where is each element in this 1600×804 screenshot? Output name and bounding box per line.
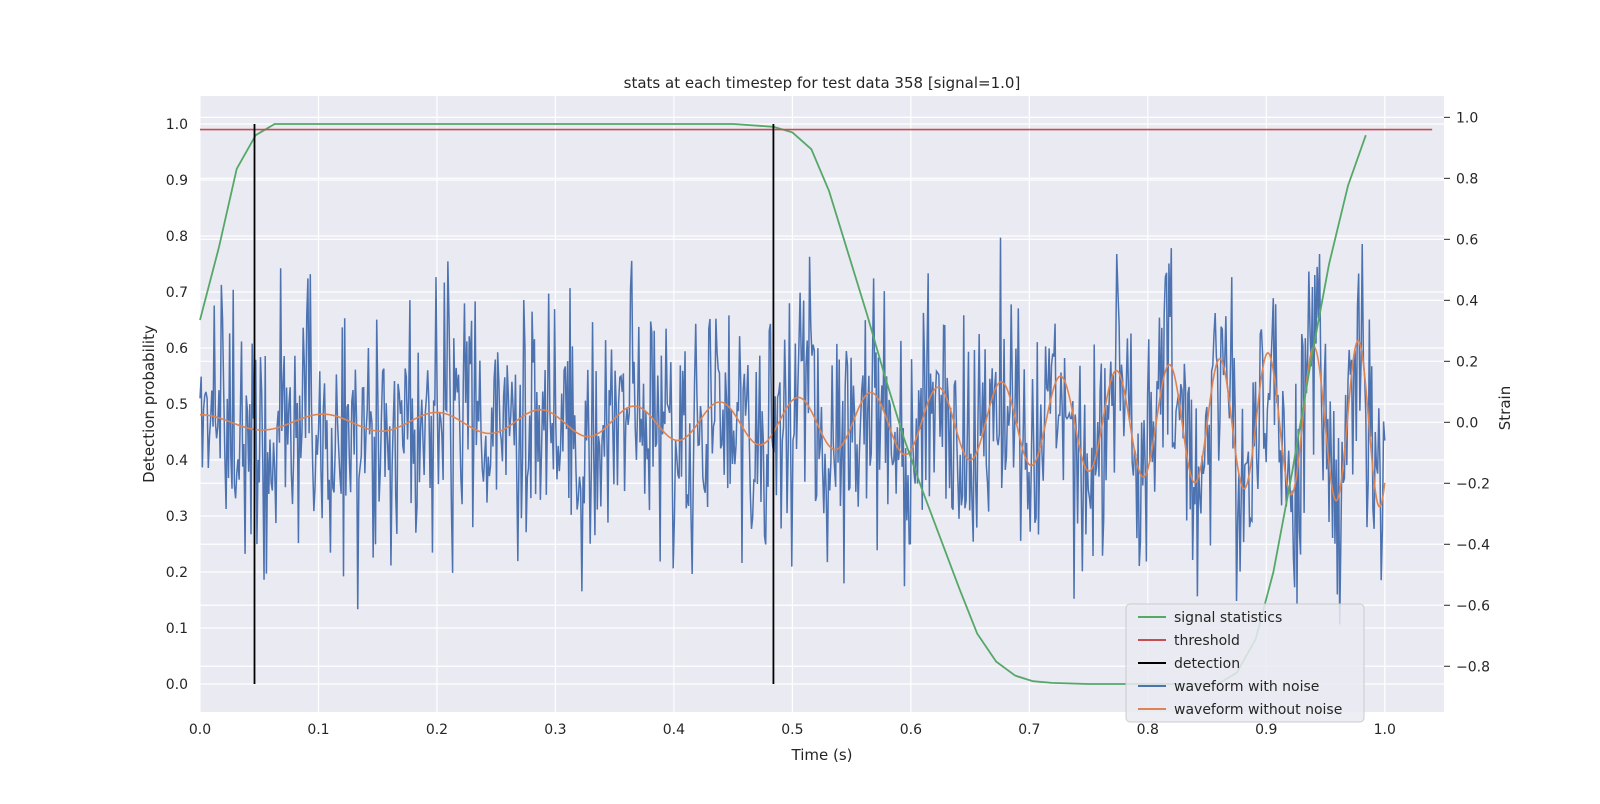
x-tick-label: 0.1 bbox=[307, 722, 329, 738]
x-tick-label: 0.9 bbox=[1255, 722, 1277, 738]
y-tick-label-right: −0.8 bbox=[1456, 659, 1490, 675]
x-tick-label: 0.4 bbox=[663, 722, 685, 738]
x-tick-label: 1.0 bbox=[1374, 722, 1396, 738]
y-tick-label-right: −0.4 bbox=[1456, 537, 1490, 553]
y-tick-label-left: 0.0 bbox=[166, 677, 188, 693]
y-tick-label-left: 0.1 bbox=[166, 621, 188, 637]
legend-label-signal-statistics: signal statistics bbox=[1174, 610, 1282, 626]
x-tick-label: 0.8 bbox=[1137, 722, 1159, 738]
x-tick-label: 0.0 bbox=[189, 722, 211, 738]
y-axis-label-right: Strain bbox=[1496, 386, 1514, 430]
y-tick-label-left: 0.5 bbox=[166, 397, 188, 413]
x-tick-label: 0.2 bbox=[426, 722, 448, 738]
y-tick-label-right: 0.4 bbox=[1456, 293, 1478, 309]
y-tick-label-right: −0.6 bbox=[1456, 598, 1490, 614]
x-axis-label: Time (s) bbox=[791, 746, 853, 764]
y-tick-label-left: 0.4 bbox=[166, 453, 188, 469]
legend-box bbox=[1125, 603, 1365, 723]
y-tick-label-right: 1.0 bbox=[1456, 110, 1478, 126]
legend-label-waveform-without-noise: waveform without noise bbox=[1174, 702, 1342, 718]
y-tick-label-left: 0.3 bbox=[166, 509, 188, 525]
legend-label-threshold: threshold bbox=[1174, 633, 1240, 649]
y-tick-label-left: 0.8 bbox=[166, 229, 188, 245]
legend: signal statistics threshold detection wa… bbox=[1125, 603, 1365, 723]
y-tick-label-left: 0.7 bbox=[166, 285, 188, 301]
series-waveform-without-noise bbox=[199, 340, 1386, 508]
y-axis-label-left: Detection probability bbox=[140, 325, 158, 483]
y-tick-label-left: 1.0 bbox=[166, 117, 188, 133]
x-tick-label: 0.5 bbox=[781, 722, 803, 738]
legend-label-detection: detection bbox=[1174, 656, 1240, 672]
y-tick-label-right: 0.6 bbox=[1456, 232, 1478, 248]
y-tick-label-right: 0.2 bbox=[1456, 354, 1478, 370]
y-tick-label-left: 0.6 bbox=[166, 341, 188, 357]
y-tick-label-right: 0.0 bbox=[1456, 415, 1478, 431]
x-tick-label: 0.3 bbox=[544, 722, 566, 738]
y-tick-label-right: −0.2 bbox=[1456, 476, 1490, 492]
y-tick-label-right: 0.8 bbox=[1456, 171, 1478, 187]
y-tick-label-left: 0.2 bbox=[166, 565, 188, 581]
chart-title: stats at each timestep for test data 358… bbox=[624, 74, 1021, 92]
x-tick-label: 0.6 bbox=[900, 722, 922, 738]
grid-lines bbox=[199, 96, 1444, 712]
tick-labels: 0.0 0.1 0.2 0.3 0.4 0.5 0.6 0.7 0.8 0.9 1.0 0.0 0.1 0… bbox=[166, 110, 1490, 738]
legend-label-waveform-with-noise: waveform with noise bbox=[1174, 679, 1319, 695]
x-tick-label: 0.7 bbox=[1018, 722, 1040, 738]
y-tick-label-left: 0.9 bbox=[166, 173, 188, 189]
